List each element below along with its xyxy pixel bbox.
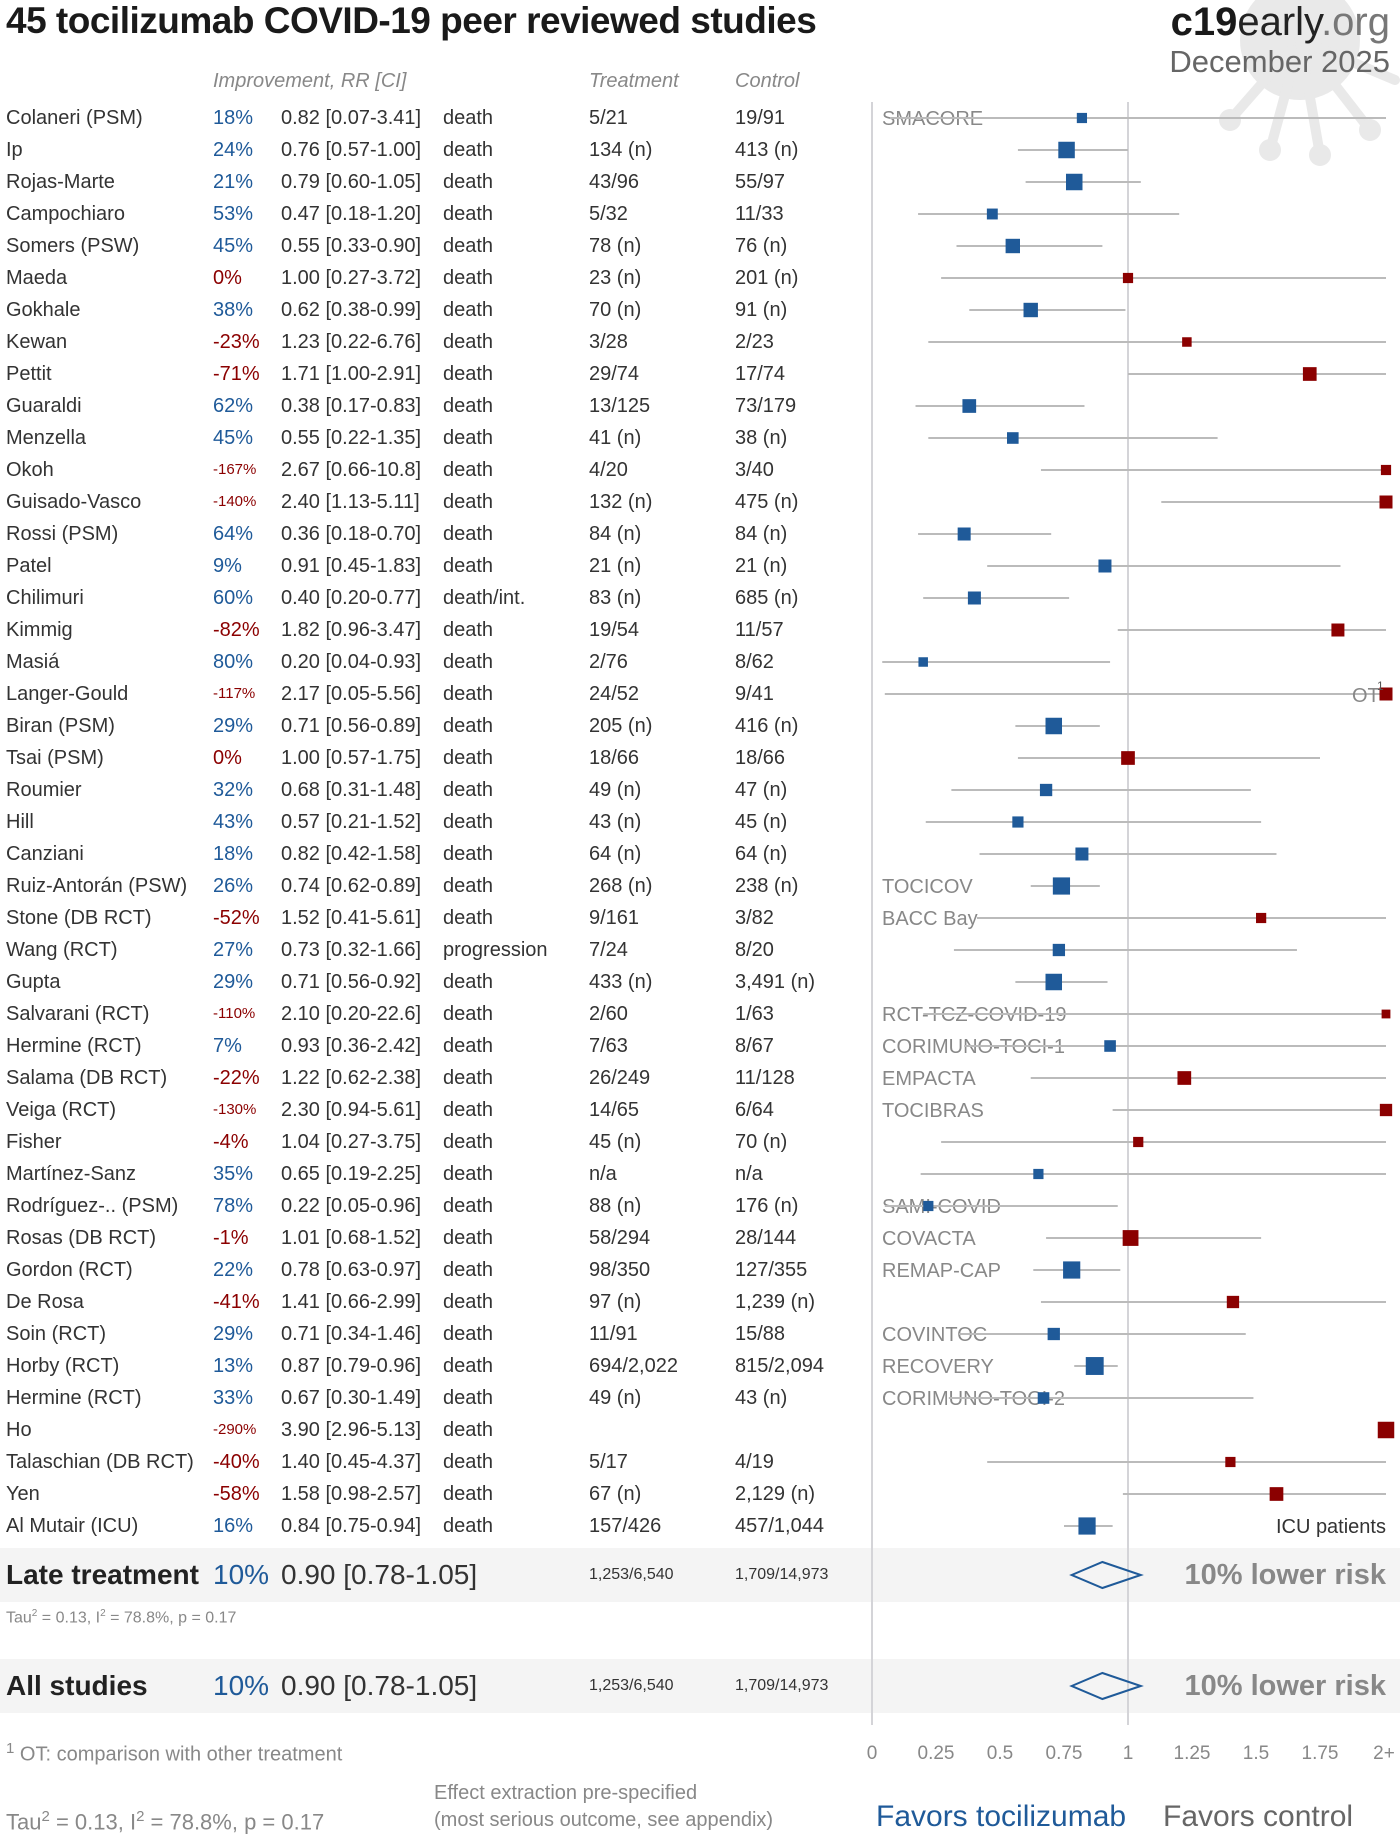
effect-marker (1380, 496, 1393, 509)
effect-marker (1182, 337, 1192, 347)
trial-name-label: TOCIBRAS (882, 1100, 984, 1122)
effect-marker (1270, 1487, 1284, 1501)
effect-marker (1046, 974, 1063, 991)
effect-marker (1077, 113, 1087, 123)
effect-marker (1381, 465, 1391, 475)
ot-note-label: OT (1352, 685, 1380, 707)
effect-marker (1053, 944, 1065, 956)
trial-name-label: BACC Bay (882, 908, 978, 930)
effect-marker (1086, 1357, 1104, 1375)
trial-name-label: REMAP-CAP (882, 1260, 1001, 1282)
trial-name-label: RECOVERY (882, 1356, 994, 1378)
effect-marker (1123, 273, 1133, 283)
effect-marker (1227, 1296, 1239, 1308)
x-tick-label: 1 (1123, 1743, 1134, 1764)
effect-marker (968, 592, 981, 605)
x-tick-label: 0.75 (1046, 1743, 1083, 1764)
effect-marker (1303, 367, 1317, 381)
effect-marker (1033, 1169, 1043, 1179)
summary-diamond (1072, 1673, 1141, 1699)
effect-marker (1006, 239, 1020, 253)
effect-marker (1123, 1230, 1139, 1246)
x-tick-label: 1.75 (1302, 1743, 1339, 1764)
effect-marker (1098, 560, 1111, 573)
icu-note-label: ICU patients (1276, 1516, 1386, 1538)
effect-marker (987, 209, 998, 220)
effect-marker (962, 399, 976, 413)
effect-marker (1046, 718, 1063, 735)
effect-marker (918, 657, 928, 667)
favors-control-label: Favors control (1163, 1800, 1353, 1834)
x-tick-label: 1.25 (1174, 1743, 1211, 1764)
i2-p-value: = 78.8%, p = 0.17 (144, 1809, 324, 1834)
effect-marker (1133, 1137, 1143, 1147)
effect-marker (1104, 1040, 1116, 1052)
tau-value: = 0.13, I (50, 1809, 136, 1834)
favors-treatment-label: Favors tocilizumab (876, 1800, 1126, 1834)
effect-extraction-note: Effect extraction pre-specified(most ser… (434, 1780, 773, 1834)
effect-marker (1078, 1517, 1095, 1534)
ot-note-sup: 1 (1377, 679, 1384, 693)
effect-marker (1053, 877, 1070, 894)
effect-marker (1177, 1071, 1191, 1085)
effect-marker (1066, 174, 1083, 191)
effect-marker (923, 1201, 933, 1211)
effect-marker (1380, 1104, 1392, 1116)
effect-marker (1075, 848, 1088, 861)
effect-marker (1256, 913, 1266, 923)
trial-name-label: EMPACTA (882, 1068, 976, 1090)
effect-marker (1024, 303, 1038, 317)
x-tick-label: 0.25 (918, 1743, 955, 1764)
effect-note-line1: Effect extraction pre-specified (434, 1780, 773, 1807)
tau-label: Tau (6, 1809, 41, 1834)
trial-name-label: COVACTA (882, 1228, 976, 1250)
effect-marker (1331, 624, 1344, 637)
effect-marker (1063, 1261, 1080, 1278)
x-tick-label: 2+ (1373, 1743, 1395, 1764)
heterogeneity-footer: Tau2 = 0.13, I2 = 78.8%, p = 0.17 (6, 1808, 324, 1835)
effect-marker (1007, 432, 1019, 444)
effect-marker (1058, 142, 1075, 159)
effect-marker (1048, 1328, 1060, 1340)
effect-marker (1121, 751, 1135, 765)
x-tick-label: 0 (867, 1743, 878, 1764)
effect-marker (958, 528, 971, 541)
footnote-text: OT: comparison with other treatment (20, 1744, 342, 1766)
trial-name-label: TOCICOV (882, 876, 973, 898)
summary-diamond (1072, 1562, 1141, 1588)
footnote: 1 OT: comparison with other treatment (6, 1740, 342, 1767)
x-tick-label: 0.5 (987, 1743, 1013, 1764)
effect-marker (1382, 1010, 1391, 1019)
x-tick-label: 1.5 (1243, 1743, 1269, 1764)
effect-marker (1225, 1457, 1235, 1467)
effect-marker (1038, 1392, 1050, 1404)
footnote-marker: 1 (6, 1740, 14, 1757)
forest-plot: SMACOREOT1TOCICOVBACC BayRCT-TCZ-COVID-1… (0, 0, 1400, 1837)
effect-note-line2: (most serious outcome, see appendix) (434, 1807, 773, 1834)
effect-marker (1378, 1422, 1395, 1439)
effect-marker (1040, 784, 1052, 796)
effect-marker (1012, 816, 1023, 827)
